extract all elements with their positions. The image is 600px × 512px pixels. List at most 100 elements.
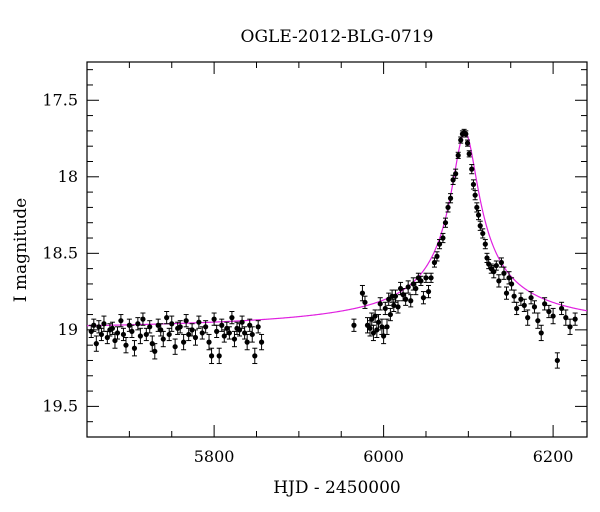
data-point bbox=[203, 324, 209, 330]
data-point bbox=[480, 230, 486, 237]
data-point bbox=[229, 315, 235, 321]
data-point bbox=[164, 315, 170, 321]
data-point bbox=[554, 357, 560, 364]
data-point bbox=[192, 334, 199, 341]
data-point bbox=[511, 293, 517, 299]
data-point bbox=[384, 324, 390, 330]
data-point bbox=[442, 220, 449, 226]
data-point bbox=[160, 336, 166, 342]
x-tick-label: 6200 bbox=[533, 447, 574, 466]
data-point bbox=[463, 131, 469, 137]
data-point bbox=[525, 315, 531, 321]
data-point bbox=[370, 330, 377, 336]
data-point bbox=[558, 305, 565, 312]
data-point bbox=[503, 290, 510, 296]
data-point bbox=[123, 342, 129, 348]
data-point bbox=[369, 316, 375, 322]
data-point bbox=[249, 331, 255, 338]
data-point bbox=[177, 324, 183, 330]
x-tick-label: 6000 bbox=[363, 447, 404, 466]
data-point bbox=[91, 322, 97, 328]
data-point bbox=[440, 235, 446, 241]
data-point bbox=[172, 344, 178, 350]
data-point bbox=[413, 285, 419, 292]
data-point bbox=[181, 339, 187, 345]
data-point bbox=[140, 316, 146, 322]
data-point bbox=[196, 319, 202, 325]
data-point bbox=[255, 324, 261, 330]
data-point bbox=[434, 253, 440, 259]
y-axis-label: I magnitude bbox=[11, 198, 31, 302]
data-point bbox=[501, 270, 507, 276]
data-point bbox=[428, 275, 434, 281]
data-point bbox=[486, 261, 492, 267]
data-point bbox=[391, 302, 397, 308]
data-point bbox=[458, 137, 464, 143]
data-point bbox=[563, 315, 569, 321]
data-point bbox=[109, 325, 116, 331]
data-point bbox=[189, 327, 195, 333]
data-point bbox=[567, 324, 573, 330]
data-point bbox=[405, 284, 411, 290]
data-point bbox=[367, 325, 373, 331]
data-point bbox=[521, 302, 527, 308]
data-point bbox=[183, 318, 189, 324]
data-point bbox=[425, 288, 432, 295]
data-point bbox=[126, 322, 132, 328]
data-point bbox=[528, 295, 534, 301]
data-point bbox=[206, 339, 212, 345]
data-point bbox=[88, 328, 94, 334]
data-point bbox=[98, 331, 105, 338]
data-point bbox=[252, 353, 258, 359]
data-point bbox=[147, 324, 153, 330]
data-point bbox=[546, 308, 552, 315]
data-points-group bbox=[88, 128, 578, 369]
data-point bbox=[258, 339, 265, 345]
data-point bbox=[244, 339, 250, 345]
data-point bbox=[542, 301, 548, 307]
data-point bbox=[423, 275, 429, 281]
data-point bbox=[518, 296, 524, 302]
data-point bbox=[226, 330, 232, 336]
data-point bbox=[475, 212, 482, 218]
data-point bbox=[453, 171, 459, 177]
data-point bbox=[131, 345, 138, 351]
data-point bbox=[211, 316, 217, 322]
data-point bbox=[482, 241, 488, 247]
data-point bbox=[550, 313, 556, 319]
data-point bbox=[420, 295, 427, 301]
data-point bbox=[498, 259, 505, 266]
data-point bbox=[455, 152, 461, 158]
data-point bbox=[531, 304, 538, 310]
data-point bbox=[375, 319, 382, 325]
data-point bbox=[377, 301, 383, 307]
data-point bbox=[464, 140, 471, 146]
data-point bbox=[472, 192, 478, 198]
data-point bbox=[466, 151, 472, 157]
data-point bbox=[129, 328, 135, 334]
data-point bbox=[470, 181, 477, 188]
plot-frame bbox=[86, 61, 588, 438]
y-tick-label: 18 bbox=[58, 167, 78, 186]
data-point bbox=[514, 305, 520, 312]
y-tick-label: 19 bbox=[58, 320, 78, 339]
data-point bbox=[362, 299, 368, 305]
data-point bbox=[395, 304, 401, 310]
data-point bbox=[538, 330, 544, 336]
data-point bbox=[469, 166, 475, 172]
data-point bbox=[166, 331, 172, 338]
data-point bbox=[216, 353, 222, 359]
y-tick-label: 18.5 bbox=[42, 243, 78, 262]
data-point bbox=[572, 316, 578, 322]
data-point bbox=[496, 278, 502, 284]
data-point bbox=[351, 322, 357, 328]
data-point bbox=[231, 336, 238, 342]
data-point bbox=[408, 298, 414, 304]
data-point bbox=[118, 318, 124, 324]
data-point bbox=[535, 318, 541, 324]
data-point bbox=[93, 341, 99, 347]
data-point bbox=[386, 296, 392, 302]
data-point bbox=[169, 321, 175, 327]
data-point bbox=[447, 195, 454, 201]
data-point bbox=[397, 285, 404, 292]
